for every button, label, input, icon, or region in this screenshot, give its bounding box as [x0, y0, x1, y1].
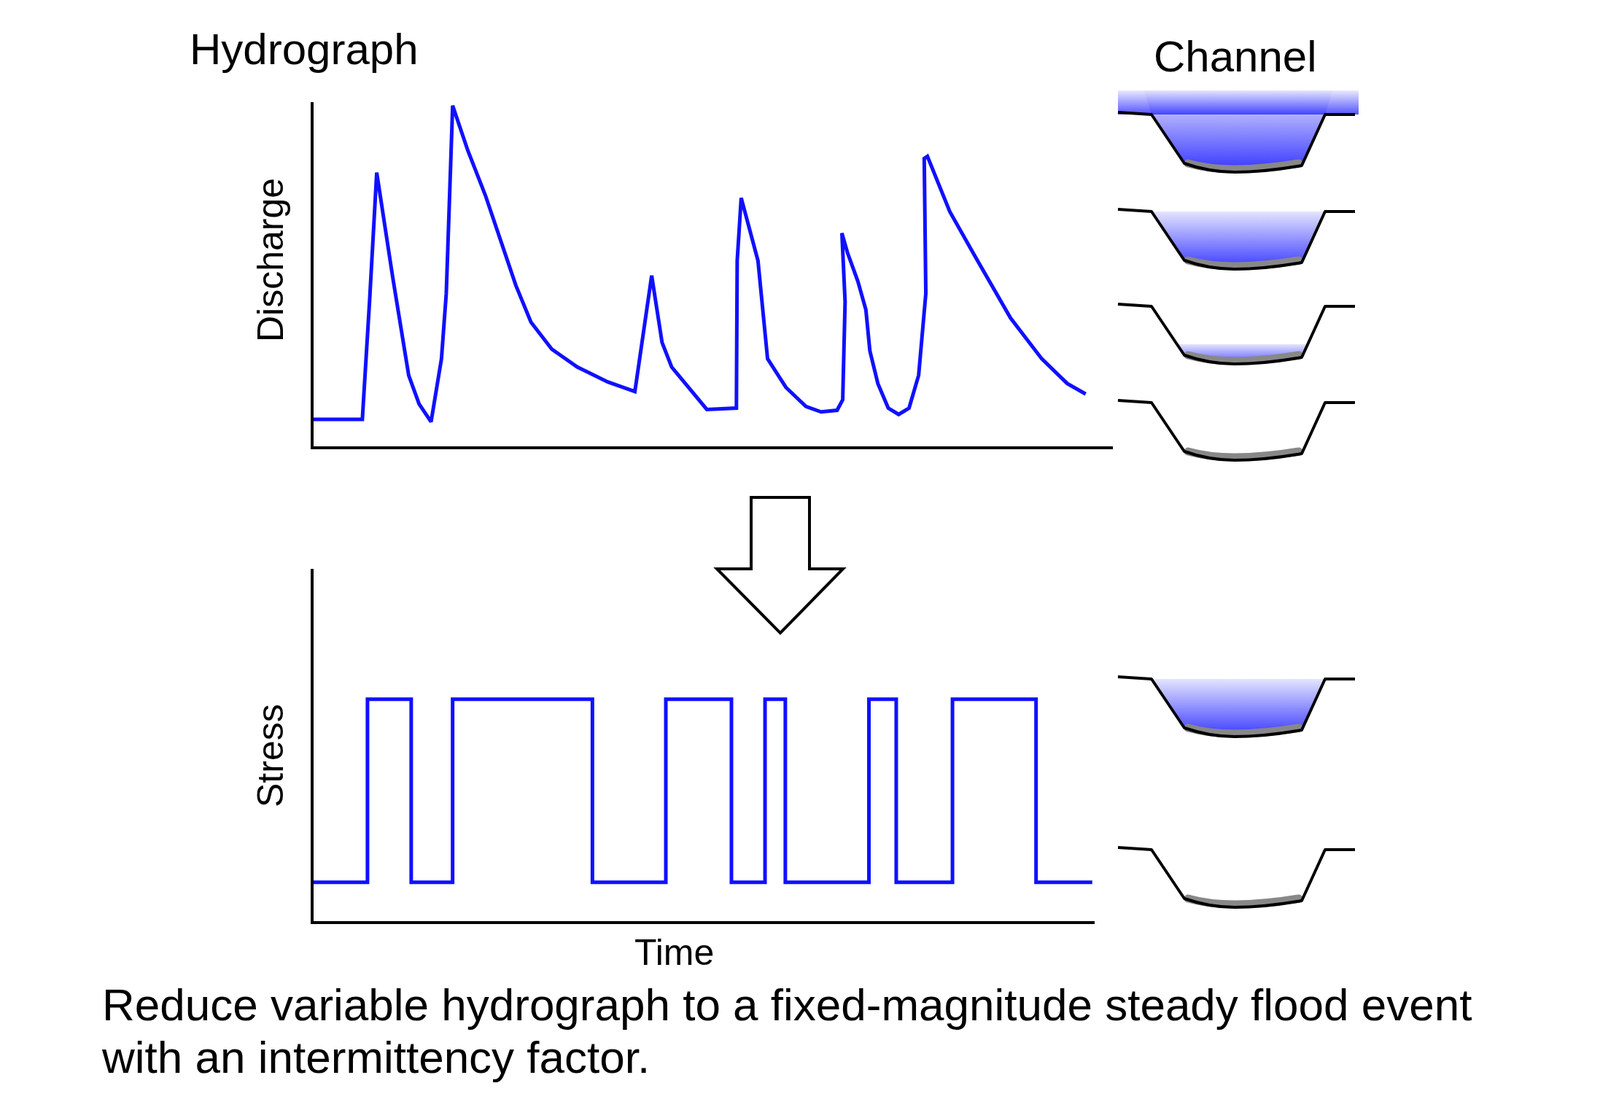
html-text:Reduce variable hydrograph to: Reduce variable hydrograph to a fixed-ma… — [102, 979, 1472, 1083]
svg-text:Discharge: Discharge — [250, 177, 291, 343]
svg-text:Time: Time — [634, 931, 714, 973]
svg-text:Stress: Stress — [250, 703, 291, 808]
svg-text:Channel: Channel — [1153, 32, 1318, 81]
svg-text:Hydrograph: Hydrograph — [189, 24, 419, 74]
